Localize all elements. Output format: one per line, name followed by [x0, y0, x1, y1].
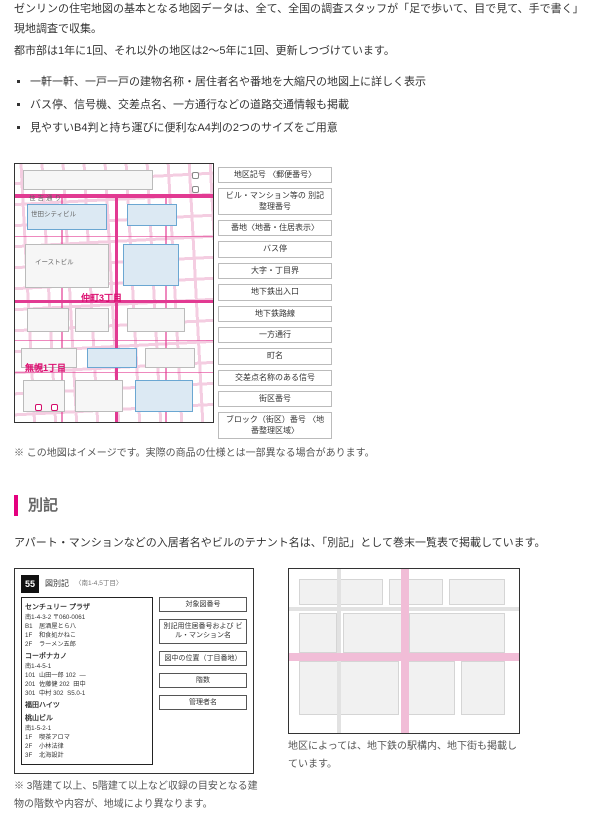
figure-badge: 55	[21, 575, 39, 593]
entry-name: センチュリー プラザ	[25, 603, 149, 613]
feature-list: 一軒一軒、一戸一戸の建物名称・居住者名や番地を大縮尺の地図上に詳しく表示 バス停…	[30, 73, 587, 138]
tag-item: 階数	[159, 673, 247, 688]
entry-row: 301中村 302S5.0-1	[25, 690, 149, 699]
map-canvas: 住吉通り 世田シティビル イーストビル 仲町3丁目 無幌1丁目	[14, 163, 214, 423]
tag-item: 図中の位置（丁目番地）	[159, 651, 247, 666]
bldg-label: 世田シティビル	[31, 212, 76, 219]
legend-item: 地下鉄路線	[218, 306, 332, 322]
entry-row: 1F和食処かねこ	[25, 632, 149, 641]
section-description: アパート・マンションなどの入居者名やビルのテナント名は、「別記」として巻末一覧表…	[14, 534, 587, 554]
entry-name: 桃山ビル	[25, 714, 149, 724]
legend-item: 町名	[218, 348, 332, 364]
road-label: 住吉通り	[29, 196, 63, 203]
entry-row: 1F喫茶アロマ	[25, 734, 149, 743]
entry-addr: 南1-5-2-1	[25, 725, 149, 734]
bldg-label: イーストビル	[35, 260, 74, 267]
entry-addr: 南1-4-3-2 〒060-0061	[25, 614, 149, 623]
two-column-figures: 55 図別記 〈南1-4,5丁目〉 センチュリー プラザ 南1-4-3-2 〒0…	[14, 568, 587, 814]
legend-column: 地区記号 〈郵便番号〉 ビル・マンション等の 別記整理番号 番地〈地番・住居表示…	[218, 163, 332, 439]
figure-title: 図別記	[45, 577, 69, 591]
intro-line-2: 都市部は1年に1回、それ以外の地区は2〜5年に1回、更新しつづけています。	[14, 42, 587, 62]
bekki-list: センチュリー プラザ 南1-4-3-2 〒060-0061 B1居酒屋とら八 1…	[21, 597, 153, 764]
feature-item: 一軒一軒、一戸一戸の建物名称・居住者名や番地を大縮尺の地図上に詳しく表示	[30, 73, 587, 93]
intro-text: ゼンリンの住宅地図の基本となる地図データは、全て、全国の調査スタッフが「足で歩い…	[14, 0, 587, 61]
entry-row: 2F小林法律	[25, 743, 149, 752]
underground-note: 地区によっては、地下鉄の駅構内、地下街も掲載しています。	[288, 738, 520, 774]
legend-item: 地下鉄出入口	[218, 284, 332, 300]
legend-item: 地区記号 〈郵便番号〉	[218, 167, 332, 183]
section-heading: 別記	[14, 495, 587, 516]
chome-label: 無幌1丁目	[25, 360, 66, 376]
tag-item: 対象図番号	[159, 597, 247, 612]
legend-item: ビル・マンション等の 別記整理番号	[218, 188, 332, 215]
legend-item: 番地〈地番・住居表示〉	[218, 220, 332, 236]
legend-item: バス停	[218, 241, 332, 257]
tag-item: 別記用住居番号および ビル・マンション名	[159, 619, 247, 643]
tag-item: 管理者名	[159, 695, 247, 710]
legend-item: 街区番号	[218, 391, 332, 407]
entry-row: 2Fラーメン五郎	[25, 641, 149, 650]
legend-item: 大字・丁目界	[218, 263, 332, 279]
figure-subtitle: 〈南1-4,5丁目〉	[75, 578, 122, 590]
intro-line-1: ゼンリンの住宅地図の基本となる地図データは、全て、全国の調査スタッフが「足で歩い…	[14, 0, 587, 40]
bekki-tags: 対象図番号 別記用住居番号および ビル・マンション名 図中の位置（丁目番地） 階…	[159, 597, 247, 764]
feature-item: バス停、信号機、交差点名、一方通行などの道路交通情報も掲載	[30, 96, 587, 116]
sample-map-figure: 住吉通り 世田シティビル イーストビル 仲町3丁目 無幌1丁目 地区記号 〈郵便…	[14, 163, 587, 439]
entry-row: B1居酒屋とら八	[25, 623, 149, 632]
bekki-sample-figure: 55 図別記 〈南1-4,5丁目〉 センチュリー プラザ 南1-4-3-2 〒0…	[14, 568, 254, 774]
entry-name: 福田ハイツ	[25, 701, 149, 711]
underground-map-figure	[288, 568, 520, 734]
legend-item: ブロック（街区）番号 〈地番整理区域〉	[218, 412, 332, 439]
bekki-note: ※ 3階建て以上、5階建て以上など収録の目安となる建物の階数や内容が、地域により…	[14, 778, 264, 814]
chome-label: 仲町3丁目	[81, 290, 122, 306]
feature-item: 見やすいB4判と持ち運びに便利なA4判の2つのサイズをご用意	[30, 119, 587, 139]
entry-name: コーポナカノ	[25, 652, 149, 662]
legend-item: 一方通行	[218, 327, 332, 343]
legend-item: 交差点名称のある信号	[218, 370, 332, 386]
map-disclaimer: ※ この地図はイメージです。実際の商品の仕様とは一部異なる場合があります。	[14, 445, 587, 463]
entry-row: 3F北海設計	[25, 752, 149, 761]
